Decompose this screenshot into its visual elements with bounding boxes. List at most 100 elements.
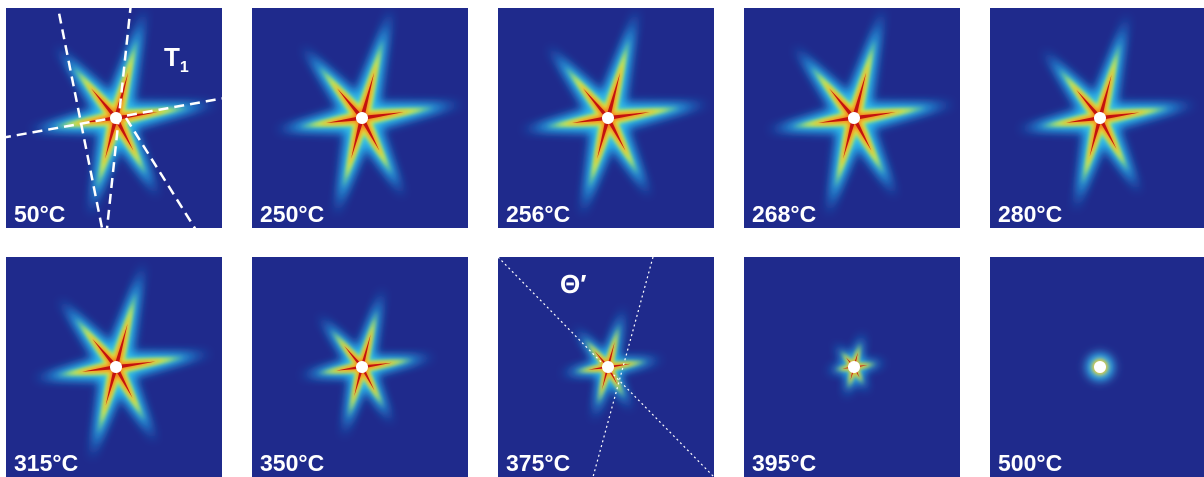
- pattern: [276, 9, 462, 215]
- streak: [351, 117, 365, 159]
- streak: [1098, 117, 1117, 150]
- streak: [565, 114, 609, 124]
- streak: [603, 324, 620, 369]
- streak: [597, 26, 633, 121]
- streak: [103, 366, 120, 413]
- pattern: [768, 9, 954, 215]
- streak: [354, 40, 383, 121]
- streak: [853, 111, 904, 122]
- streak: [359, 72, 375, 119]
- streak: [835, 115, 862, 188]
- streak: [343, 115, 370, 188]
- streak: [115, 109, 178, 124]
- annotation-subscript: 1: [180, 59, 189, 76]
- streak: [319, 114, 363, 124]
- streak: [850, 63, 869, 120]
- streak: [114, 366, 133, 399]
- guide-line: [56, 8, 104, 228]
- streak: [818, 115, 855, 124]
- beam-stop: [602, 361, 614, 373]
- temperature-label: 350°C: [260, 450, 324, 476]
- streak: [350, 365, 367, 411]
- streak: [604, 63, 623, 120]
- pattern: [1019, 15, 1195, 210]
- pattern-layer: [326, 72, 404, 159]
- streak: [837, 116, 860, 178]
- streak: [361, 360, 407, 372]
- temperature-label: 50°C: [14, 201, 65, 227]
- streak: [1099, 109, 1159, 124]
- pattern: [522, 9, 708, 215]
- temperature-label: 256°C: [506, 201, 570, 227]
- streak: [351, 26, 387, 121]
- streak: [105, 117, 119, 159]
- streak: [361, 362, 392, 369]
- streak: [356, 310, 378, 369]
- guide-line: [105, 8, 132, 228]
- streak: [599, 366, 612, 400]
- streak: [1089, 117, 1103, 157]
- pattern: [6, 8, 222, 228]
- streak: [597, 365, 613, 406]
- pattern: [35, 264, 211, 459]
- beam-stop: [356, 112, 368, 124]
- panel: 268°C: [744, 8, 960, 228]
- temperature-label: 395°C: [752, 450, 816, 476]
- streak: [345, 116, 368, 178]
- streak: [607, 111, 658, 122]
- streak: [1097, 74, 1112, 119]
- streak: [337, 88, 364, 120]
- streak: [356, 50, 380, 120]
- streak: [851, 72, 867, 119]
- annotation: T1: [164, 42, 189, 76]
- streak: [1096, 66, 1114, 119]
- streak: [606, 116, 626, 151]
- temperature-label: 250°C: [260, 201, 324, 227]
- streak: [331, 364, 363, 372]
- streak: [115, 358, 175, 373]
- streak: [108, 40, 137, 121]
- beam-stop: [848, 112, 860, 124]
- streak: [73, 114, 117, 124]
- streak: [361, 112, 404, 121]
- streak: [1087, 117, 1104, 164]
- streak: [606, 342, 615, 368]
- streak: [91, 88, 118, 120]
- streak: [604, 330, 618, 368]
- panel: 375°C Θ′: [498, 257, 714, 477]
- panel: 395°C: [744, 257, 960, 477]
- streak: [115, 360, 164, 371]
- annotation: Θ′: [560, 269, 586, 299]
- streak: [348, 365, 368, 418]
- streak: [358, 63, 377, 120]
- streak: [843, 26, 879, 121]
- annotation-text: T: [164, 42, 180, 72]
- pattern-layer: [818, 72, 896, 159]
- panel: 315°C: [6, 257, 222, 477]
- streak: [852, 116, 872, 151]
- streak: [848, 50, 872, 120]
- streak: [583, 88, 610, 120]
- panel: 280°C: [990, 8, 1204, 228]
- streak: [113, 323, 128, 368]
- streak: [602, 316, 622, 369]
- streak: [591, 116, 614, 178]
- streak: [115, 361, 156, 370]
- streak: [811, 114, 855, 124]
- beam-stop: [1094, 361, 1106, 373]
- streak: [326, 115, 363, 124]
- panel: 250°C: [252, 8, 468, 228]
- streak: [1094, 54, 1118, 120]
- streak: [600, 366, 611, 394]
- streak: [607, 363, 636, 370]
- streak: [853, 109, 916, 124]
- panel: 500°C: [990, 257, 1204, 477]
- streak: [1089, 30, 1124, 121]
- streak: [572, 115, 609, 124]
- streak: [597, 117, 611, 159]
- streak: [1099, 112, 1140, 121]
- streak: [98, 365, 124, 434]
- beam-stop: [110, 361, 122, 373]
- streak: [113, 72, 129, 119]
